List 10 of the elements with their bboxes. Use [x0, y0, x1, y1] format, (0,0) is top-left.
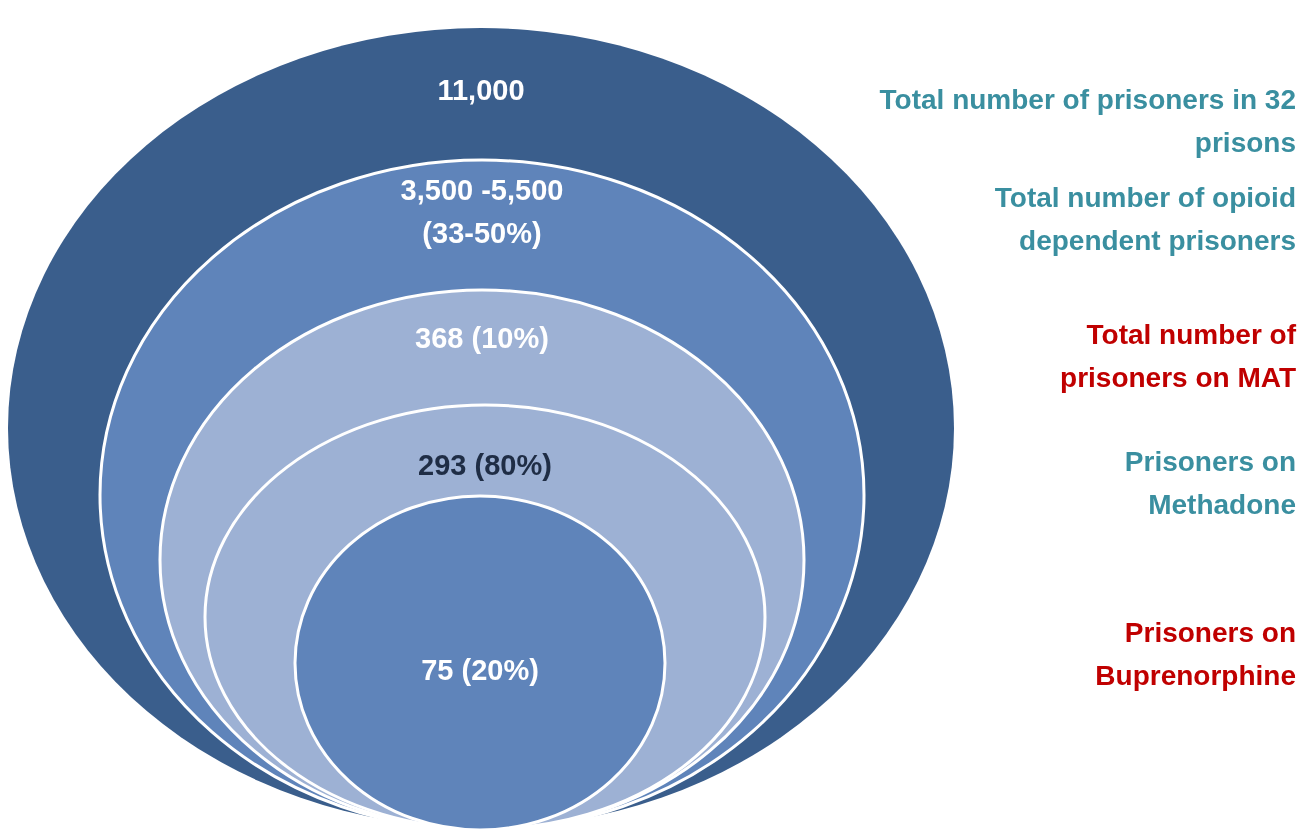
data-label: 11,000	[437, 73, 525, 106]
category-label: Total number of opioid dependent prisoners	[994, 182, 1296, 257]
data-label: 368 (10%)	[415, 321, 549, 354]
data-label: 293 (80%)	[418, 448, 552, 481]
category-label: Total number of prisoners on MAT	[1060, 319, 1297, 394]
data-label: 3,500 -5,500 (33-50%)	[400, 173, 564, 249]
category-label: Prisoners on Methadone	[1124, 446, 1296, 521]
category-label: Prisoners on Buprenorphine	[1095, 617, 1296, 692]
category-label: Total number of prisoners in 32 prisons	[879, 84, 1296, 159]
data-label: 75 (20%)	[421, 653, 539, 686]
